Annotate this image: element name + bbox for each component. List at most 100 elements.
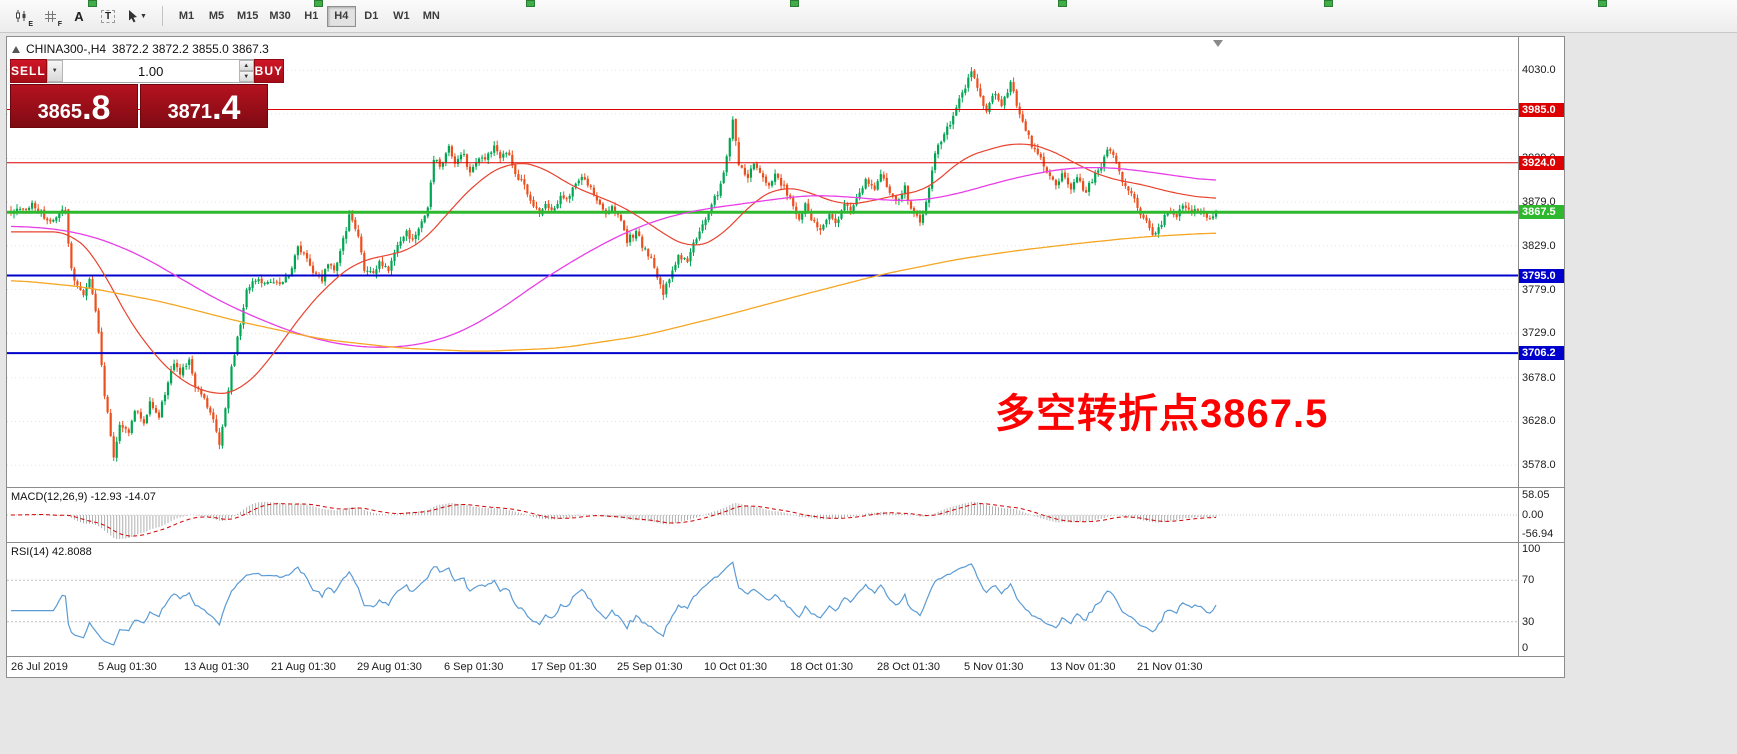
bid-price-tile[interactable]: 3865.8 bbox=[10, 84, 138, 128]
volume-control: ▼ ▲ ▼ bbox=[46, 59, 254, 83]
rsi-axis[interactable]: 100 70 30 0 bbox=[1519, 543, 1564, 656]
rsi-value: 42.8088 bbox=[51, 546, 92, 558]
macd-pane[interactable]: MACD(12,26,9) -12.93 -14.07 bbox=[7, 488, 1518, 542]
volume-up-button[interactable]: ▲ bbox=[238, 60, 254, 71]
cursor-tool-button[interactable]: ▼ bbox=[124, 5, 150, 28]
time-axis-label: 25 Sep 01:30 bbox=[617, 661, 683, 673]
time-axis-label: 5 Nov 01:30 bbox=[964, 661, 1024, 673]
axis-divider bbox=[1518, 37, 1519, 657]
cursor-tool-icon bbox=[129, 10, 138, 23]
volume-dropdown-button[interactable]: ▼ bbox=[46, 60, 63, 82]
macd-values: -12.93 -14.07 bbox=[90, 491, 156, 503]
price-level-badge: 3985.0 bbox=[1519, 103, 1564, 117]
chart-header: CHINA300-,H4 3872.2 3872.2 3855.0 3867.3 bbox=[12, 42, 269, 56]
rsi-axis-label: 100 bbox=[1522, 543, 1541, 555]
timeframe-button-m15[interactable]: M15 bbox=[232, 6, 263, 27]
volume-input[interactable] bbox=[62, 60, 239, 82]
rsi-axis-label: 70 bbox=[1522, 574, 1535, 586]
pane-resize-handle[interactable] bbox=[7, 656, 1564, 657]
rsi-axis-label: 30 bbox=[1522, 616, 1535, 628]
chart-annotation: 多空转折点3867.5 bbox=[995, 392, 1329, 436]
candlestick-plot bbox=[7, 67, 1518, 466]
macd-axis-label: -56.94 bbox=[1522, 528, 1554, 540]
one-click-toggle-icon[interactable] bbox=[12, 45, 20, 53]
icon-badge: F bbox=[57, 20, 62, 28]
time-axis-label: 21 Aug 01:30 bbox=[271, 661, 336, 673]
chevron-down-icon: ▼ bbox=[140, 12, 147, 20]
clipped-green-icon bbox=[1598, 0, 1607, 7]
clipped-green-icon bbox=[790, 0, 799, 7]
time-axis-label: 26 Jul 2019 bbox=[11, 661, 68, 673]
rsi-label: RSI(14) 42.8088 bbox=[11, 546, 92, 558]
text-label-icon: T bbox=[100, 9, 116, 23]
grid-icon bbox=[44, 10, 56, 22]
candle-chart-icon-button[interactable]: E bbox=[8, 5, 34, 28]
time-axis-label: 18 Oct 01:30 bbox=[790, 661, 853, 673]
top-toolbar: E F A T ▼ M1 M5 M15 M30 H1 H4 D1 W1 MN bbox=[0, 0, 1737, 33]
time-axis[interactable]: 26 Jul 2019 5 Aug 01:30 13 Aug 01:30 21 Aug… bbox=[7, 657, 1564, 677]
macd-axis-label: 58.05 bbox=[1522, 489, 1550, 501]
price-level-badge: 3867.5 bbox=[1519, 205, 1564, 219]
timeframe-button-h1[interactable]: H1 bbox=[297, 6, 326, 27]
time-axis-label: 10 Oct 01:30 bbox=[704, 661, 767, 673]
timeframe-button-mn[interactable]: MN bbox=[417, 6, 446, 27]
clipped-green-icon bbox=[314, 0, 323, 7]
time-axis-label: 13 Aug 01:30 bbox=[184, 661, 249, 673]
rsi-axis-label: 0 bbox=[1522, 642, 1529, 654]
time-axis-label: 21 Nov 01:30 bbox=[1137, 661, 1203, 673]
chart-ohlc-values: 3872.2 3872.2 3855.0 3867.3 bbox=[112, 42, 269, 56]
volume-stepper: ▲ ▼ bbox=[238, 60, 254, 82]
timeframe-button-m30[interactable]: M30 bbox=[264, 6, 295, 27]
time-axis-label: 13 Nov 01:30 bbox=[1050, 661, 1116, 673]
timeframe-button-h4[interactable]: H4 bbox=[326, 5, 356, 27]
timeframe-button-d1[interactable]: D1 bbox=[357, 6, 386, 27]
price-level-badge: 3795.0 bbox=[1519, 269, 1564, 283]
buy-button[interactable]: BUY bbox=[253, 59, 285, 83]
price-axis-label: 3829.0 bbox=[1522, 240, 1556, 252]
macd-name: MACD(12,26,9) bbox=[11, 491, 88, 503]
bid-price-frac: .8 bbox=[82, 89, 111, 128]
timeframe-button-m5[interactable]: M5 bbox=[202, 6, 231, 27]
rsi-name: RSI(14) bbox=[11, 546, 49, 558]
price-axis[interactable]: 4030.03980.03929.03879.03829.03779.03729… bbox=[1519, 37, 1564, 487]
candle-chart-icon bbox=[16, 10, 26, 22]
price-level-badge: 3706.2 bbox=[1519, 346, 1564, 360]
clipped-green-icon bbox=[526, 0, 535, 7]
macd-axis[interactable]: 58.05 0.00 -56.94 bbox=[1519, 488, 1564, 542]
bid-price-main: 3865 bbox=[37, 101, 83, 123]
text-annotation-icon: A bbox=[74, 8, 84, 24]
chart-symbol-title: CHINA300-,H4 bbox=[26, 42, 107, 56]
ask-price-tile[interactable]: 3871.4 bbox=[140, 84, 268, 128]
time-axis-label: 5 Aug 01:30 bbox=[98, 661, 157, 673]
grid-icon-button[interactable]: F bbox=[37, 5, 63, 28]
volume-down-button[interactable]: ▼ bbox=[238, 71, 254, 82]
rsi-pane[interactable]: RSI(14) 42.8088 bbox=[7, 543, 1518, 656]
macd-plot bbox=[7, 501, 1518, 539]
price-axis-label: 3578.0 bbox=[1522, 459, 1556, 471]
rsi-plot bbox=[7, 561, 1518, 646]
icon-badge: E bbox=[28, 20, 33, 28]
macd-axis-label: 0.00 bbox=[1522, 509, 1544, 521]
timeframe-button-w1[interactable]: W1 bbox=[387, 6, 416, 27]
pane-resize-handle[interactable] bbox=[7, 487, 1564, 488]
sell-button[interactable]: SELL bbox=[10, 59, 47, 83]
main-chart-pane[interactable]: CHINA300-,H4 3872.2 3872.2 3855.0 3867.3… bbox=[7, 37, 1518, 487]
clipped-green-icon bbox=[1324, 0, 1333, 7]
time-axis-label: 28 Oct 01:30 bbox=[877, 661, 940, 673]
chart-shift-marker[interactable] bbox=[1213, 40, 1223, 47]
timeframe-toolbar: M1 M5 M15 M30 H1 H4 D1 W1 MN bbox=[172, 5, 447, 27]
text-label-icon-button[interactable]: T bbox=[95, 5, 121, 28]
one-click-trading-panel: SELL ▼ ▲ ▼ BUY 3865.8 3871.4 bbox=[10, 59, 285, 128]
clipped-green-icon bbox=[88, 0, 97, 7]
pane-resize-handle[interactable] bbox=[7, 542, 1564, 543]
price-level-badge: 3924.0 bbox=[1519, 156, 1564, 170]
price-axis-label: 3729.0 bbox=[1522, 327, 1556, 339]
ask-price-frac: .4 bbox=[212, 89, 241, 128]
toolbar-separator bbox=[162, 6, 163, 26]
price-axis-label: 3628.0 bbox=[1522, 415, 1556, 427]
price-axis-label: 3779.0 bbox=[1522, 284, 1556, 296]
ask-price-main: 3871 bbox=[167, 101, 213, 123]
time-axis-label: 29 Aug 01:30 bbox=[357, 661, 422, 673]
text-annotation-icon-button[interactable]: A bbox=[66, 5, 92, 28]
timeframe-button-m1[interactable]: M1 bbox=[172, 6, 201, 27]
